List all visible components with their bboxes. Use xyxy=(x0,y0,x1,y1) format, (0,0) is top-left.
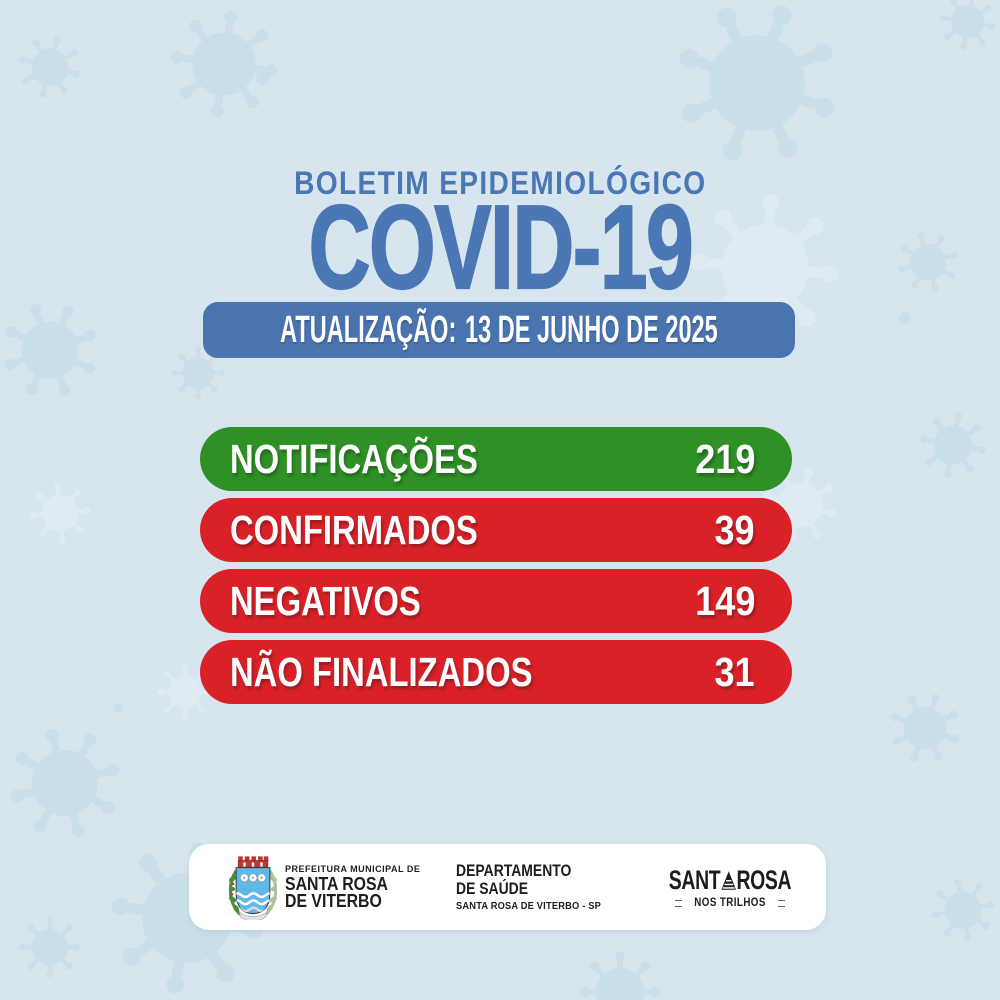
stat-value: 31 xyxy=(714,648,755,695)
prefeitura-name-line1: SANTA ROSA xyxy=(285,873,388,894)
departamento-subline: SANTA ROSA DE VITERBO - SP xyxy=(456,900,602,912)
virus-icon xyxy=(163,3,285,125)
stat-row-notificacoes: NOTIFICAÇÕES 219 xyxy=(200,427,792,491)
virus-particle-dot xyxy=(256,71,270,85)
departamento-line1: DEPARTAMENTO xyxy=(456,861,572,881)
virus-particle-dot xyxy=(899,312,911,324)
prefeitura-kicker: PREFEITURA MUNICIPAL DE xyxy=(285,863,421,874)
virus-icon xyxy=(914,406,992,484)
virus-icon xyxy=(879,682,971,774)
virus-icon xyxy=(0,706,142,860)
virus-icon xyxy=(16,469,104,557)
prefeitura-logo-text: PREFEITURA MUNICIPAL DE SANTA ROSA DE VI… xyxy=(285,864,420,910)
virus-icon xyxy=(579,951,661,1000)
bulletin-title-wrap: COVID-19 xyxy=(0,181,1000,314)
brand-tagline-row: NOS TRILHOS xyxy=(645,897,815,909)
bulletin-title: COVID-19 xyxy=(307,181,694,314)
stat-label: CONFIRMADOS xyxy=(230,506,478,553)
brand-tagline: NOS TRILHOS xyxy=(694,897,766,909)
stat-label: NOTIFICAÇÕES xyxy=(230,435,478,482)
virus-icon xyxy=(11,28,89,106)
stat-value: 149 xyxy=(694,577,755,624)
brand-year-mark-right xyxy=(778,899,786,907)
departamento-line2: DE SAÚDE xyxy=(456,879,529,898)
brand-name-left: SANT xyxy=(668,865,721,895)
virus-icon xyxy=(652,0,862,188)
footer-logos-card: PREFEITURA MUNICIPAL DE SANTA ROSA DE VI… xyxy=(189,844,826,930)
stat-row-confirmados: CONFIRMADOS 39 xyxy=(200,498,792,562)
bulletin-kicker-wrap: BOLETIM EPIDEMIOLÓGICO xyxy=(0,165,1000,202)
virus-icon xyxy=(19,916,81,978)
stat-value: 39 xyxy=(714,506,755,553)
stat-row-nao-finalizados: NÃO FINALIZADOS 31 xyxy=(200,640,792,704)
stat-label: NÃO FINALIZADOS xyxy=(230,648,533,695)
stats-list: NOTIFICAÇÕES 219 CONFIRMADOS 39 NEGATIVO… xyxy=(200,427,792,711)
city-coat-of-arms-icon xyxy=(229,856,277,920)
update-label: ATUALIZAÇÃO: xyxy=(280,308,457,351)
virus-icon xyxy=(918,865,1000,955)
stat-value: 219 xyxy=(694,435,755,482)
railroad-triangle-a-icon xyxy=(721,871,736,890)
virus-particle-dot xyxy=(113,703,123,713)
santa-rosa-nos-trilhos-logo: SANT ROSA NOS TRILHOS xyxy=(645,865,815,909)
prefeitura-name-line2: DE VITERBO xyxy=(285,891,382,911)
update-date-bar: ATUALIZAÇÃO: 13 DE JUNHO DE 2025 xyxy=(203,302,795,358)
update-date-text: ATUALIZAÇÃO: 13 DE JUNHO DE 2025 xyxy=(280,309,718,352)
brand-year-mark-left xyxy=(674,899,682,907)
stat-row-negativos: NEGATIVOS 149 xyxy=(200,569,792,633)
departamento-saude-text: DEPARTAMENTO DE SAÚDE SANTA ROSA DE VITE… xyxy=(456,862,612,912)
stat-label: NEGATIVOS xyxy=(230,577,421,624)
virus-icon xyxy=(935,0,1000,55)
brand-name-right: ROSA xyxy=(736,865,792,895)
bulletin-kicker: BOLETIM EPIDEMIOLÓGICO xyxy=(293,165,707,201)
brand-name-row: SANT ROSA xyxy=(668,865,792,896)
update-date: 13 DE JUNHO DE 2025 xyxy=(465,308,718,351)
